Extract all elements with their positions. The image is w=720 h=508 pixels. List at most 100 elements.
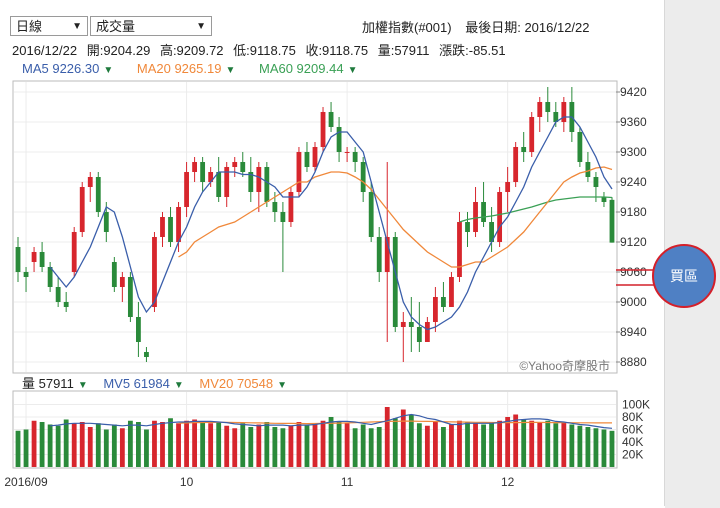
candle-body — [31, 252, 37, 262]
candle-body — [144, 352, 149, 357]
volume-bar — [424, 425, 430, 467]
volume-bar — [400, 409, 406, 467]
candle-body — [248, 172, 254, 192]
candle-body — [208, 172, 214, 182]
volume-bar — [240, 423, 246, 467]
volume-bar — [304, 424, 310, 467]
volume-bar — [71, 423, 77, 467]
volume-tick-label: 60K — [622, 423, 643, 437]
candle-body — [264, 167, 270, 202]
volume-bar — [585, 427, 591, 467]
candle-body — [360, 162, 366, 192]
candle-body — [577, 132, 583, 162]
volume-bar — [481, 424, 486, 467]
legend-ma5-label: MA5 9226.30 — [22, 61, 100, 76]
legend-ma60[interactable]: MA60 9209.44 ▼ — [259, 61, 357, 76]
price-tick-label: 9120 — [620, 235, 647, 249]
ma20-line — [178, 166, 613, 268]
candle-body — [103, 212, 109, 232]
watermark: ©Yahoo奇摩股市 — [519, 358, 610, 373]
ma-legend: MA5 9226.30 ▼ MA20 9265.19 ▼ MA60 9209.44 ▼ — [22, 61, 377, 76]
volume-bar — [272, 427, 278, 467]
legend-vol-label: 量 57911 — [22, 376, 74, 391]
indicator-select[interactable]: 成交量 ▼ — [90, 16, 212, 36]
volume-bar — [87, 427, 93, 467]
legend-ma20[interactable]: MA20 9265.19 ▼ — [137, 61, 235, 76]
volume-bar — [609, 430, 615, 467]
triangle-down-icon: ▼ — [277, 380, 288, 391]
volume-bar — [577, 425, 583, 467]
volume-bar — [513, 414, 519, 467]
mv5-line — [50, 413, 613, 429]
index-info: 加權指數(#001) 最後日期: 2016/12/22 — [362, 17, 590, 36]
triangle-down-icon: ▼ — [77, 380, 88, 391]
volume-bar — [216, 422, 222, 467]
volume-bar — [441, 427, 446, 467]
volume-bar — [384, 407, 390, 467]
candle-body — [240, 162, 246, 172]
ohlc-change: 漲跌:-85.51 — [439, 43, 506, 58]
volume-bar — [328, 417, 334, 467]
price-plot-area — [12, 80, 618, 374]
volume-bar — [95, 423, 101, 467]
candle-body — [87, 177, 93, 187]
volume-tick-label: 40K — [622, 435, 643, 449]
price-tick-label: 8940 — [620, 325, 647, 339]
volume-bar — [465, 422, 470, 467]
volume-tick-label: 80K — [622, 410, 643, 424]
price-tick-label: 9060 — [620, 265, 647, 279]
volume-bar — [168, 418, 173, 467]
volume-bar — [39, 422, 45, 467]
volume-bar — [449, 424, 454, 467]
volume-bar — [593, 428, 599, 467]
volume-bar — [192, 419, 198, 467]
index-name: 加權指數(#001) — [362, 20, 452, 35]
price-tick-label: 9300 — [620, 145, 647, 159]
candle-body — [384, 237, 390, 272]
candle-body — [593, 177, 599, 187]
x-tick-label: 11 — [341, 475, 354, 489]
ohlc-low: 低:9118.75 — [233, 43, 296, 58]
volume-bar — [432, 422, 438, 467]
candle-body — [79, 187, 85, 232]
candle-body — [481, 202, 486, 222]
ohlc-summary: 2016/12/22 開:9204.29 高:9209.72 低:9118.75… — [12, 40, 512, 59]
volume-bar — [497, 420, 503, 467]
volume-bar — [376, 427, 382, 467]
legend-mv5-label: MV5 61984 — [103, 376, 170, 391]
legend-mv20[interactable]: MV20 70548 ▼ — [199, 376, 287, 391]
candle-body — [63, 302, 69, 307]
candle-body — [441, 297, 446, 307]
triangle-down-icon: ▼ — [347, 65, 358, 76]
volume-tick-label: 20K — [622, 448, 643, 462]
legend-vol[interactable]: 量 57911 ▼ — [22, 376, 88, 391]
volume-legend: 量 57911 ▼ MV5 61984 ▼ MV20 70548 ▼ — [22, 373, 299, 392]
candle-body — [521, 147, 527, 152]
legend-ma5[interactable]: MA5 9226.30 ▼ — [22, 61, 113, 76]
candle-body — [168, 217, 173, 242]
candle-body — [585, 162, 591, 177]
candle-body — [537, 102, 543, 117]
mv20-line — [178, 420, 612, 425]
chevron-down-icon: ▼ — [72, 21, 82, 32]
volume-bar — [537, 422, 543, 467]
volume-bar — [63, 419, 69, 467]
volume-bar — [553, 423, 559, 467]
candle-body — [216, 172, 222, 197]
period-select[interactable]: 日線 ▼ — [10, 16, 88, 36]
volume-tick-label: 100K — [622, 398, 650, 412]
volume-bar — [144, 429, 149, 467]
legend-mv5[interactable]: MV5 61984 ▼ — [103, 376, 183, 391]
candle-body — [224, 167, 230, 197]
candle-body — [119, 277, 125, 287]
volume-bar — [288, 425, 294, 467]
volume-bar — [569, 424, 575, 467]
volume-bar — [208, 423, 214, 467]
volume-bar — [200, 422, 206, 467]
x-tick-label: 12 — [501, 475, 515, 489]
volume-bar — [152, 420, 157, 467]
volume-bar — [184, 420, 189, 467]
candle-body — [553, 112, 559, 122]
candle-body — [184, 172, 189, 207]
